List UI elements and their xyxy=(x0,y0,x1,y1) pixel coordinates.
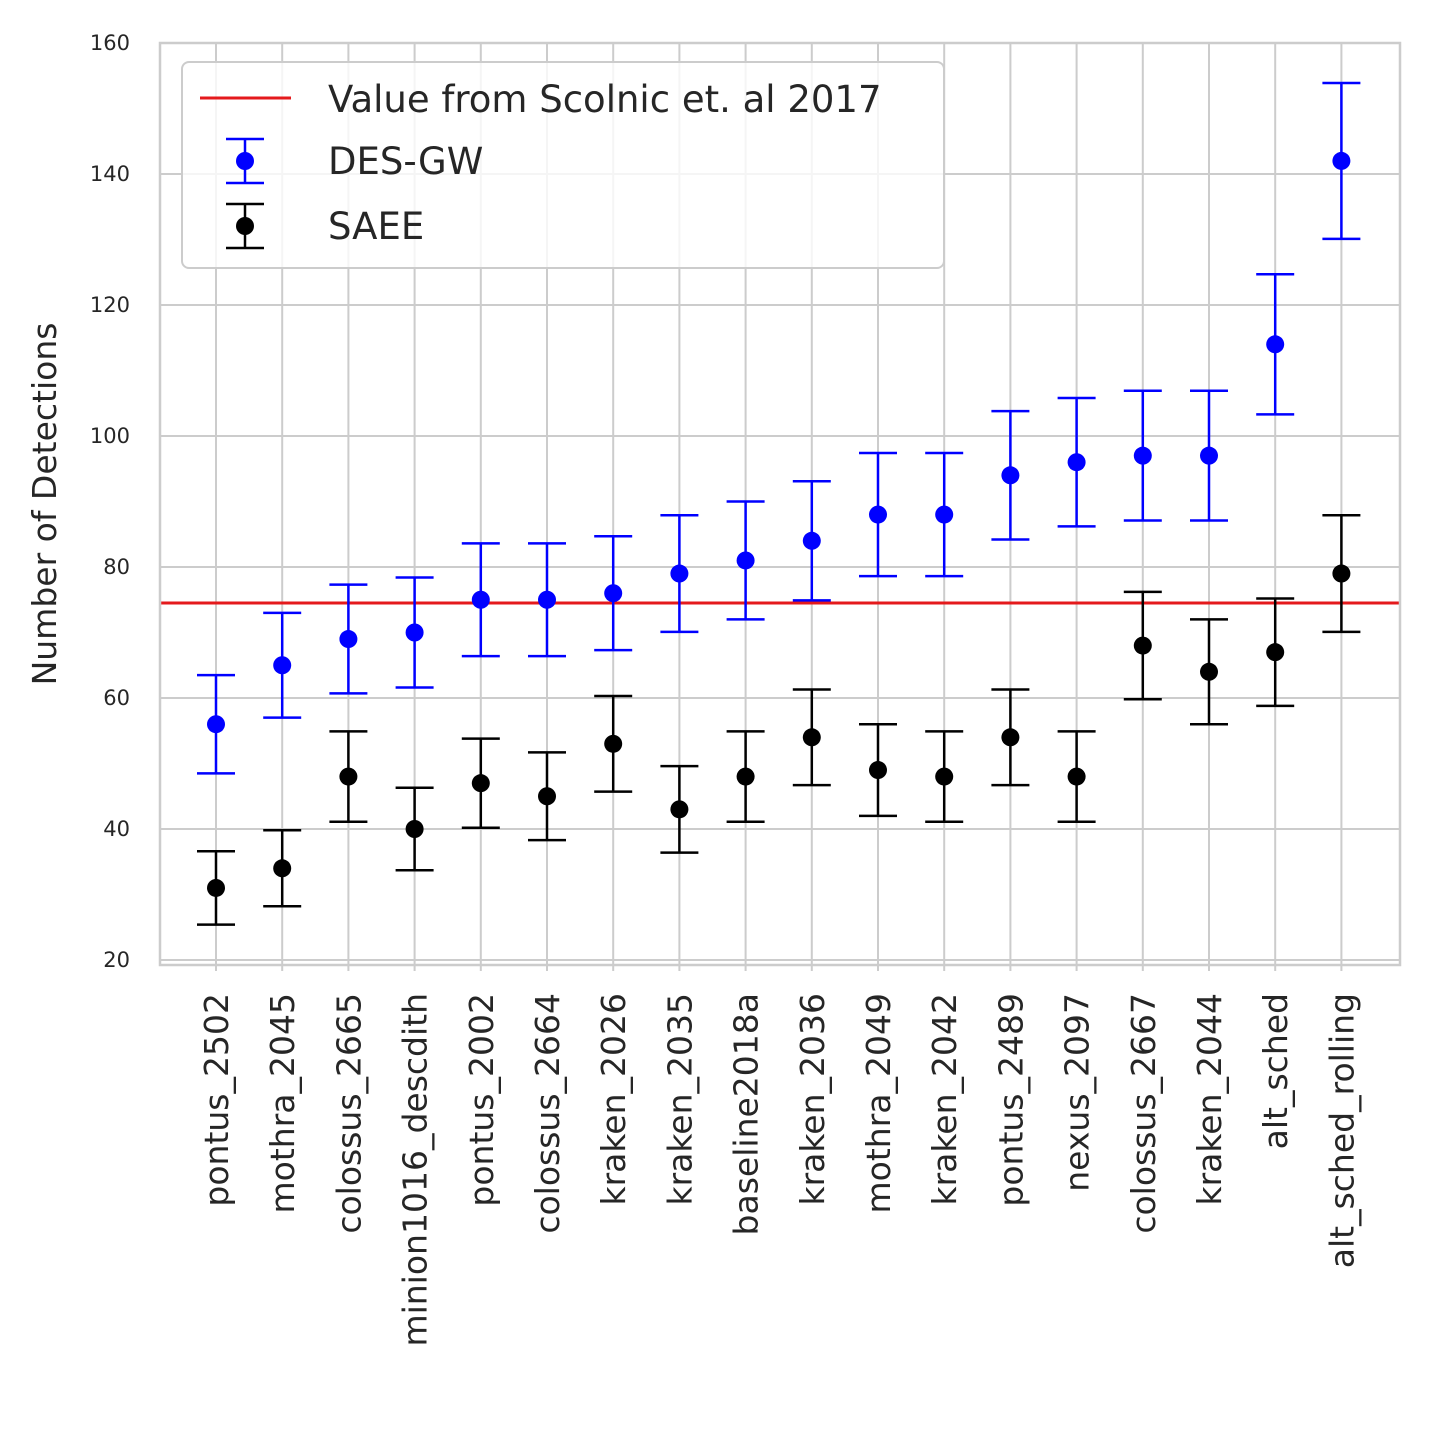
data-point xyxy=(207,715,225,734)
data-point xyxy=(802,728,821,747)
data-point xyxy=(670,564,689,583)
data-point xyxy=(471,590,490,609)
data-point xyxy=(339,767,358,786)
data-point xyxy=(471,774,490,793)
x-tick-label: minion1016_descdith xyxy=(396,993,435,1347)
x-tick-label: pontus_2002 xyxy=(462,993,501,1207)
x-tick-label: mothra_2045 xyxy=(263,993,302,1213)
x-tick-label: baseline2018a xyxy=(727,993,766,1235)
data-point xyxy=(538,590,556,609)
plot-frame xyxy=(158,41,1402,967)
y-tick-label: 120 xyxy=(90,293,130,317)
data-point xyxy=(869,761,887,780)
x-tick-label: alt_sched_rolling xyxy=(1322,993,1361,1268)
data-point xyxy=(1332,564,1351,583)
data-point xyxy=(1001,466,1020,485)
x-tick-label: colossus_2664 xyxy=(528,993,567,1234)
data-point xyxy=(1067,767,1086,786)
data-point xyxy=(405,820,424,838)
legend-swatch-saee-marker xyxy=(236,217,254,235)
legend-label-reference: Value from Scolnic et. al 2017 xyxy=(328,78,881,121)
data-point xyxy=(736,551,755,570)
data-point xyxy=(935,505,954,524)
y-tick-label: 140 xyxy=(90,162,130,186)
x-tick-label: pontus_2502 xyxy=(197,993,236,1207)
data-point xyxy=(273,656,292,675)
series-saee xyxy=(197,514,1361,926)
x-tick-label: kraken_2036 xyxy=(793,993,832,1206)
data-point xyxy=(1133,446,1152,465)
data-point xyxy=(1001,728,1020,747)
x-tick-label: nexus_2097 xyxy=(1058,993,1097,1192)
legend-label-saee: SAEE xyxy=(328,205,424,248)
series-des-gw xyxy=(197,81,1361,775)
legend-box xyxy=(181,61,945,269)
data-point xyxy=(670,800,689,819)
y-tick-label: 20 xyxy=(103,948,130,972)
y-tick-labels: 20 40 60 80 100 120 140 160 xyxy=(90,31,130,972)
x-tick-labels: pontus_2502 mothra_2045 colossus_2665 minio… xyxy=(197,993,1361,1347)
series-layer xyxy=(197,81,1361,926)
x-tick-label: kraken_2026 xyxy=(594,993,633,1206)
x-tick-label: kraken_2044 xyxy=(1190,993,1229,1206)
data-point xyxy=(538,787,556,806)
data-point xyxy=(339,630,358,649)
data-point xyxy=(1266,643,1285,662)
x-tick-label: colossus_2665 xyxy=(329,993,368,1234)
x-tick-label: kraken_2042 xyxy=(925,993,964,1206)
y-tick-label: 60 xyxy=(103,686,130,710)
x-tick-label: alt_sched xyxy=(1256,993,1295,1149)
y-tick-label: 160 xyxy=(90,31,130,55)
data-point xyxy=(1332,151,1351,170)
y-tick-label: 40 xyxy=(103,817,130,841)
data-point xyxy=(736,767,755,786)
data-point xyxy=(405,623,424,642)
data-point xyxy=(1133,636,1152,655)
x-tick-label: pontus_2489 xyxy=(991,993,1030,1207)
data-point xyxy=(1266,335,1285,354)
legend-swatch-des-gw-marker xyxy=(236,152,254,170)
data-point xyxy=(1200,662,1218,681)
y-axis-title: Number of Detections xyxy=(25,323,64,686)
x-tick-label: kraken_2035 xyxy=(660,993,699,1206)
data-point xyxy=(604,734,623,753)
x-tick-label: colossus_2667 xyxy=(1124,993,1163,1234)
data-point xyxy=(869,505,887,524)
data-point xyxy=(1200,446,1218,465)
data-point xyxy=(802,531,821,550)
y-tick-label: 100 xyxy=(90,424,130,448)
legend-label-des-gw: DES-GW xyxy=(328,140,483,183)
data-point xyxy=(207,878,225,897)
legend: Value from Scolnic et. al 2017 DES-GW SAEE xyxy=(181,61,945,269)
data-point xyxy=(1067,453,1086,472)
data-point xyxy=(604,584,623,603)
y-tick-label: 80 xyxy=(103,555,130,579)
data-point xyxy=(273,859,292,878)
x-tick-label: mothra_2049 xyxy=(859,993,898,1213)
data-point xyxy=(935,767,954,786)
